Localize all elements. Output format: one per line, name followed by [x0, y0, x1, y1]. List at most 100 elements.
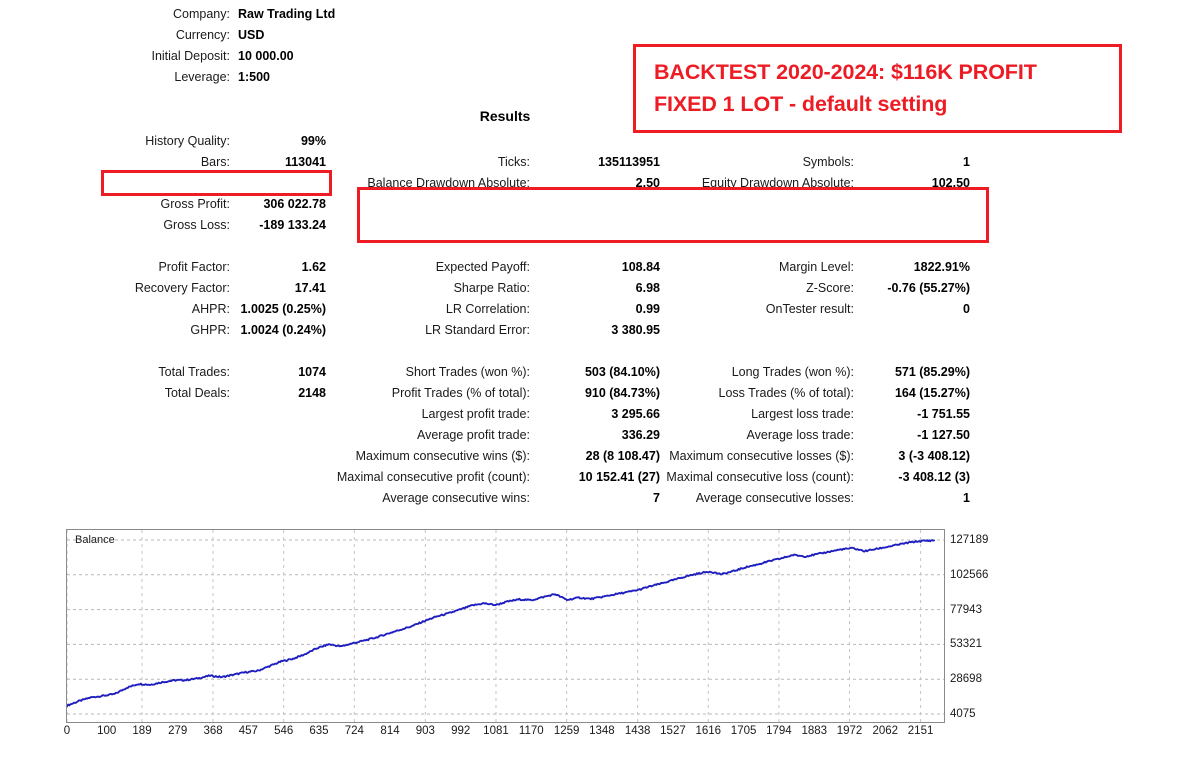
stat-mid-value: 135113951 — [598, 155, 660, 169]
stat-mid-value: 6.98 — [635, 281, 660, 295]
stat-mid-row: Maximal consecutive profit (count): 10 15… — [330, 467, 660, 488]
stat-mid-row: Sharpe Ratio: 6.98 — [330, 278, 660, 299]
chart-x-tick-label: 1081 — [483, 725, 509, 737]
stat-left-spacer — [96, 341, 326, 362]
stat-mid-value: 3 380.95 — [611, 323, 660, 337]
stat-right-label: Symbols: — [802, 155, 854, 169]
stat-right-label: Margin Level: — [778, 260, 854, 274]
stat-right-label: Long Trades (won %): — [731, 365, 854, 379]
stat-right-row: Maximal consecutive loss (count): -3 408.… — [660, 467, 970, 488]
stat-left-row: Total Trades: 1074 — [96, 362, 326, 383]
stat-right-label: OnTester result: — [765, 302, 854, 316]
stat-left-label: AHPR: — [191, 302, 230, 316]
stat-right-row: OnTester result: 0 — [660, 299, 970, 320]
account-info-row: Initial Deposit: 10 000.00 — [100, 46, 350, 67]
stat-right-value: 1 — [963, 155, 970, 169]
stat-right-value: 6 712.66 (5.21%) — [874, 197, 970, 211]
stat-right-label: Average consecutive losses: — [695, 491, 854, 505]
stat-left-value: 1074 — [298, 365, 326, 379]
stat-left-label: Total Deals: — [164, 386, 230, 400]
stat-right-label: Equity Drawdown Absolute: — [701, 176, 854, 190]
balance-chart-svg — [67, 530, 944, 722]
balance-equity-line — [67, 539, 936, 708]
account-info-label: Initial Deposit: — [151, 49, 230, 63]
stat-left-row: Total Net Profit: 116 889.54 — [96, 173, 326, 194]
occlusion-strip-middle — [360, 190, 986, 197]
stat-mid-spacer — [330, 236, 660, 257]
stat-mid-value: 108.84 — [621, 260, 660, 274]
stats-column-right: Symbols: 1 Equity Drawdown Absolute: 102.50… — [660, 152, 970, 509]
stat-left-row: History Quality: 99% — [96, 131, 326, 152]
chart-y-tick-label: 53321 — [950, 638, 982, 651]
stat-mid-label: Expected Payoff: — [435, 260, 530, 274]
stat-right-value: 571 (85.29%) — [894, 365, 970, 379]
stat-right-row: Z-Score: -0.76 (55.27%) — [660, 278, 970, 299]
stat-right-label: Maximal consecutive loss (count): — [666, 470, 854, 484]
stat-left-value: 99% — [300, 134, 326, 148]
stat-mid-row: Balance Drawdown Relative: 15.72% (5 487.… — [330, 215, 660, 236]
stat-right-label: Largest loss trade: — [751, 407, 854, 421]
stat-mid-row: Average consecutive wins: 7 — [330, 488, 660, 509]
stat-mid-row: Ticks: 135113951 — [330, 152, 660, 173]
stat-right-value: 20.95% (2 921.84) — [867, 218, 970, 232]
stat-left-value: -189 133.24 — [259, 218, 326, 232]
account-info-row: Company: Raw Trading Ltd — [100, 4, 350, 25]
stat-left-value: 17.41 — [294, 281, 326, 295]
chart-x-tick-label: 903 — [415, 725, 435, 737]
stat-mid-label: Balance Drawdown Maximal: — [368, 197, 530, 211]
stat-left-label: Total Net Profit: — [144, 176, 230, 190]
stat-mid-spacer — [330, 341, 660, 362]
stat-left-row: Profit Factor: 1.62 — [96, 257, 326, 278]
stat-mid-label: Maximum consecutive wins ($): — [355, 449, 530, 463]
stat-left-label: Total Trades: — [158, 365, 230, 379]
account-info-label: Currency: — [175, 28, 230, 42]
stat-right-row: Equity Drawdown Relative: 20.95% (2 921.8… — [660, 215, 970, 236]
chart-x-axis-labels: 0 100 189 279 368 457 546 635 724 814 903 992 1081 11… — [64, 725, 945, 745]
stat-left-value: 1.62 — [301, 260, 326, 274]
account-info-row: Currency: USD — [100, 25, 350, 46]
stat-left-label: GHPR: — [190, 323, 230, 337]
balance-chart-panel: Balance 127189 102566 77943 53321 28698 4075 … — [64, 529, 1083, 737]
stat-right-label: Equity Drawdown Maximal: — [703, 197, 854, 211]
stat-mid-row: LR Standard Error: 3 380.95 — [330, 320, 660, 341]
balance-chart-frame[interactable]: Balance — [66, 529, 945, 723]
stat-mid-row: Largest profit trade: 3 295.66 — [330, 404, 660, 425]
chart-x-tick-label: 1794 — [766, 725, 792, 737]
stat-left-row: GHPR: 1.0024 (0.24%) — [96, 320, 326, 341]
chart-y-tick-label: 77943 — [950, 603, 982, 616]
stat-mid-label: Sharpe Ratio: — [453, 281, 530, 295]
stat-right-spacer — [660, 341, 970, 362]
chart-x-tick-label: 635 — [309, 725, 329, 737]
chart-x-tick-label: 189 — [132, 725, 152, 737]
chart-x-tick-label: 814 — [380, 725, 400, 737]
stat-mid-row: Balance Drawdown Maximal: 6 354.16 (4.95%… — [330, 194, 660, 215]
chart-x-tick-label: 1705 — [730, 725, 757, 737]
stat-left-value: 1.0025 (0.25%) — [240, 302, 326, 316]
stat-mid-value: 3 295.66 — [611, 407, 660, 421]
chart-y-tick-label: 102566 — [950, 568, 989, 581]
stat-right-value: 164 (15.27%) — [894, 386, 970, 400]
chart-y-tick-label: 4075 — [950, 708, 976, 720]
stat-mid-row: Short Trades (won %): 503 (84.10%) — [330, 362, 660, 383]
stat-right-value: 1 — [963, 491, 970, 505]
chart-y-tick-label: 127189 — [950, 534, 989, 546]
stat-mid-value: 6 354.16 (4.95%) — [564, 197, 660, 211]
stat-mid-label: Balance Drawdown Absolute: — [367, 176, 530, 190]
stat-left-label: Recovery Factor: — [134, 281, 230, 295]
chart-legend-label: Balance — [75, 534, 115, 546]
stat-right-label: Loss Trades (% of total): — [718, 386, 854, 400]
promo-line-2: FIXED 1 LOT - default setting — [654, 92, 948, 116]
stat-left-row: Gross Loss: -189 133.24 — [96, 215, 326, 236]
stat-right-value: 102.50 — [931, 176, 970, 190]
stat-mid-value: 2.50 — [635, 176, 660, 190]
stat-right-label: Equity Drawdown Relative: — [704, 218, 854, 232]
stat-right-row: Equity Drawdown Maximal: 6 712.66 (5.21%) — [660, 194, 970, 215]
chart-x-tick-label: 1883 — [801, 725, 828, 737]
stat-mid-label: Profit Trades (% of total): — [391, 386, 530, 400]
stat-left-row: Gross Profit: 306 022.78 — [96, 194, 326, 215]
stat-mid-value: 910 (84.73%) — [584, 386, 660, 400]
stat-right-value: -1 751.55 — [917, 407, 970, 421]
stat-right-row: Equity Drawdown Absolute: 102.50 — [660, 173, 970, 194]
chart-x-tick-label: 1616 — [695, 725, 722, 737]
stat-left-value: 1.0024 (0.24%) — [240, 323, 326, 337]
